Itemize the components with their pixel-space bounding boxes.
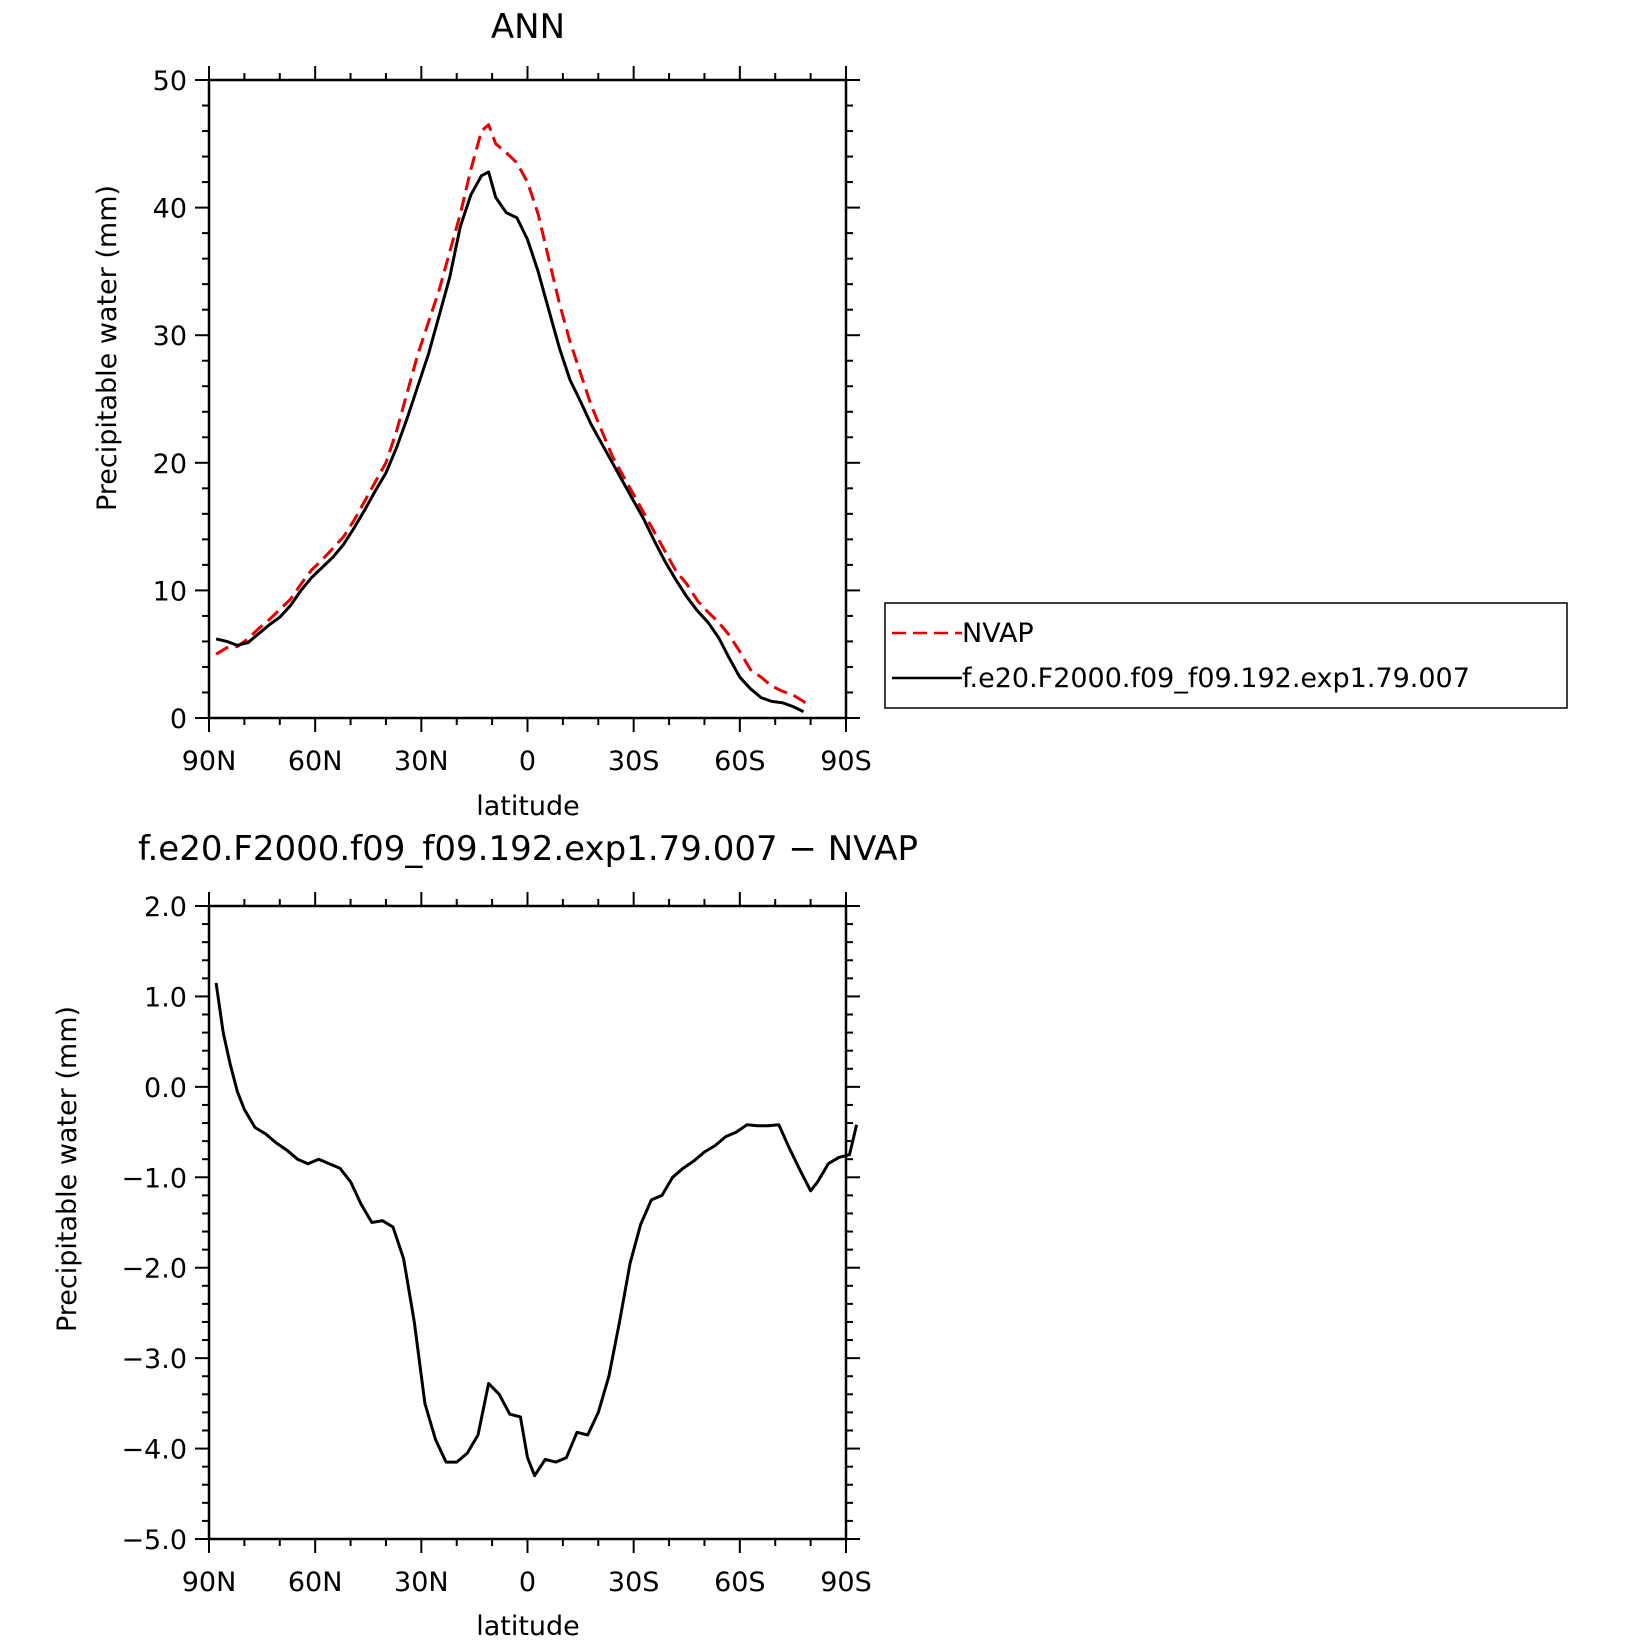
legend-label-model: f.e20.F2000.f09_f09.192.exp1.79.007 bbox=[962, 663, 1470, 694]
y-tick-label: 0.0 bbox=[144, 1073, 187, 1104]
y-tick-label: 50 bbox=[153, 66, 187, 97]
y-tick-label: 20 bbox=[153, 449, 187, 480]
legend: NVAP f.e20.F2000.f09_f09.192.exp1.79.007 bbox=[884, 602, 1568, 709]
x-tick-label: 30S bbox=[608, 746, 660, 777]
y-tick-label: −5.0 bbox=[121, 1525, 187, 1556]
legend-box bbox=[884, 602, 1568, 709]
chart-title: ANN bbox=[491, 7, 565, 47]
y-tick-label: −2.0 bbox=[121, 1254, 187, 1285]
x-tick-label: 90S bbox=[820, 1567, 872, 1598]
legend-label-nvap: NVAP bbox=[962, 618, 1034, 649]
x-axis-label: latitude bbox=[476, 1611, 580, 1641]
y-tick-label: −3.0 bbox=[121, 1344, 187, 1375]
x-tick-label: 60N bbox=[288, 1567, 343, 1598]
series-layer bbox=[214, 982, 859, 1478]
x-axis-label: latitude bbox=[476, 791, 580, 822]
x-tick-label: 30S bbox=[608, 1567, 660, 1598]
y-tick-label: 30 bbox=[153, 321, 187, 352]
x-tick-label: 60N bbox=[288, 746, 343, 777]
series-line-nvap bbox=[215, 123, 812, 709]
series-line-model bbox=[215, 170, 805, 713]
x-tick-label: 60S bbox=[714, 746, 766, 777]
y-tick-label: 2.0 bbox=[144, 892, 187, 923]
panel-difference: f.e20.F2000.f09_f09.192.exp1.79.007 − NV… bbox=[52, 829, 918, 1641]
axis-ticks: 0 10 20 30 40 50 90N 60N 30N 0 30S 60S 90S bbox=[153, 66, 872, 777]
plot-frame bbox=[207, 904, 848, 1541]
axis-ticks: −5.0 −4.0 −3.0 −2.0 −1.0 0.0 1.0 2.0 90N 60N 30N 0 3… bbox=[121, 892, 872, 1598]
series-line-model bbox=[214, 982, 859, 1478]
y-tick-label: −1.0 bbox=[121, 1163, 187, 1194]
y-tick-label: 1.0 bbox=[144, 982, 187, 1013]
series-layer bbox=[215, 123, 812, 713]
y-tick-label: 10 bbox=[153, 576, 187, 607]
y-tick-label: 40 bbox=[153, 194, 187, 225]
plot-frame bbox=[207, 78, 848, 720]
x-tick-label: 90N bbox=[182, 746, 237, 777]
x-tick-label: 30N bbox=[394, 1567, 449, 1598]
y-tick-label: 0 bbox=[170, 704, 187, 735]
x-tick-label: 60S bbox=[714, 1567, 766, 1598]
x-tick-label: 30N bbox=[394, 746, 449, 777]
panel-annual-mean: ANN Precipitable water (mm) latitude 0 10… bbox=[92, 7, 872, 822]
y-tick-label: −4.0 bbox=[121, 1435, 187, 1466]
y-axis-label: Precipitable water (mm) bbox=[92, 185, 123, 511]
chart-title: f.e20.F2000.f09_f09.192.exp1.79.007 − NV… bbox=[138, 829, 918, 869]
x-tick-label: 90N bbox=[182, 1567, 237, 1598]
x-tick-label: 90S bbox=[820, 746, 872, 777]
x-tick-label: 0 bbox=[519, 746, 536, 777]
x-tick-label: 0 bbox=[519, 1567, 536, 1598]
y-axis-label: Precipitable water (mm) bbox=[52, 1006, 83, 1332]
